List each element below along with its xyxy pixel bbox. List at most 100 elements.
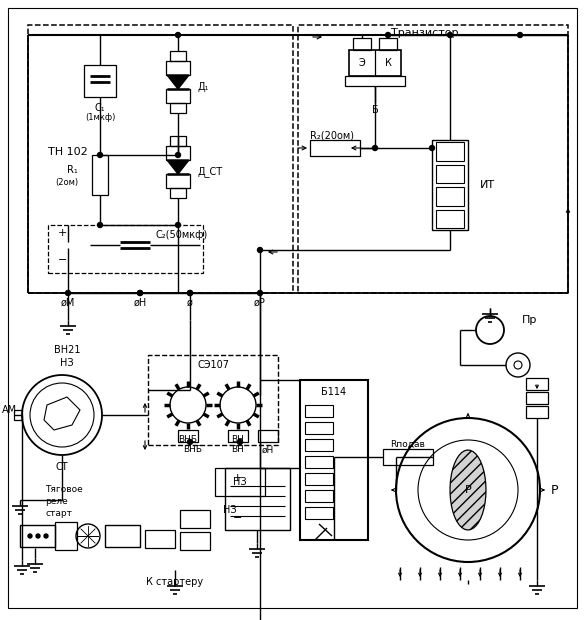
Circle shape — [238, 440, 243, 445]
Circle shape — [220, 387, 256, 423]
Bar — [432, 140, 468, 230]
Bar — [310, 140, 360, 156]
Bar — [180, 532, 210, 550]
Text: НЗ: НЗ — [233, 477, 247, 487]
Bar — [170, 103, 186, 113]
Text: Э: Э — [359, 58, 366, 68]
Text: ВНБ: ВНБ — [178, 435, 198, 445]
Bar — [48, 225, 203, 273]
Circle shape — [66, 291, 71, 296]
Bar — [55, 522, 77, 550]
Bar — [298, 25, 568, 293]
Circle shape — [188, 291, 192, 296]
Text: Транзистор: Транзистор — [391, 28, 459, 38]
Bar — [305, 490, 333, 502]
Circle shape — [188, 440, 192, 445]
Bar — [436, 187, 464, 205]
Circle shape — [418, 440, 518, 540]
Text: старт: старт — [45, 510, 72, 518]
Circle shape — [170, 387, 206, 423]
Bar — [436, 164, 464, 183]
Circle shape — [76, 524, 100, 548]
Text: реле: реле — [45, 497, 68, 507]
Circle shape — [44, 534, 48, 538]
Text: ТН 102: ТН 102 — [48, 147, 88, 157]
Text: (1мкф): (1мкф) — [85, 113, 115, 123]
Bar — [258, 430, 278, 442]
Bar — [345, 76, 405, 86]
Bar — [225, 468, 290, 530]
Text: АМ: АМ — [2, 405, 17, 415]
Bar — [148, 355, 278, 445]
Text: øМ: øМ — [61, 298, 75, 308]
Text: øР: øР — [254, 298, 266, 308]
Bar — [14, 410, 22, 420]
Polygon shape — [450, 450, 486, 530]
Text: Б114: Б114 — [321, 387, 346, 397]
Bar — [180, 510, 210, 528]
Circle shape — [373, 146, 377, 151]
Bar — [20, 525, 55, 547]
Text: СЭ107: СЭ107 — [197, 360, 229, 370]
Text: ИТ: ИТ — [480, 180, 495, 190]
Text: −: − — [58, 255, 67, 265]
Bar — [84, 65, 116, 97]
Bar — [353, 38, 371, 50]
Bar — [436, 210, 464, 228]
Circle shape — [448, 32, 453, 37]
Text: Д_СТ: Д_СТ — [198, 167, 223, 177]
Text: ВН: ВН — [232, 435, 245, 445]
Text: øН: øН — [262, 446, 274, 454]
Text: R₁: R₁ — [67, 165, 78, 175]
Text: Р: Р — [464, 485, 472, 495]
Circle shape — [98, 223, 102, 228]
Circle shape — [98, 153, 102, 157]
Circle shape — [396, 418, 540, 562]
Text: Д₁: Д₁ — [198, 82, 209, 92]
Bar — [145, 530, 175, 548]
Text: ВН21: ВН21 — [54, 345, 80, 355]
Circle shape — [28, 534, 32, 538]
Circle shape — [386, 32, 391, 37]
Text: C₂(50мкф): C₂(50мкф) — [155, 230, 207, 240]
Circle shape — [137, 291, 143, 296]
Bar — [305, 422, 333, 434]
Circle shape — [137, 291, 143, 296]
Bar — [300, 380, 368, 540]
Bar — [436, 142, 464, 161]
Text: Б: Б — [371, 105, 378, 115]
Bar — [305, 405, 333, 417]
Bar — [178, 430, 198, 442]
Bar — [166, 174, 190, 188]
Bar — [166, 146, 190, 160]
Text: Rподав: Rподав — [391, 440, 425, 448]
Circle shape — [429, 146, 435, 151]
Text: ВНБ: ВНБ — [183, 446, 202, 454]
Polygon shape — [167, 160, 189, 174]
Bar — [170, 136, 186, 146]
Text: НЗ: НЗ — [60, 358, 74, 368]
Text: øН: øН — [133, 298, 147, 308]
Bar — [383, 449, 433, 465]
Text: (2ом): (2ом) — [55, 177, 78, 187]
Circle shape — [514, 361, 522, 369]
Text: НЗ: НЗ — [223, 505, 237, 515]
Bar — [170, 188, 186, 198]
Circle shape — [257, 291, 263, 296]
Bar — [105, 525, 140, 547]
Text: Тяговое: Тяговое — [45, 485, 82, 495]
Circle shape — [176, 223, 181, 228]
Bar — [526, 392, 548, 404]
Bar — [526, 406, 548, 418]
Text: К: К — [384, 58, 391, 68]
Circle shape — [176, 153, 181, 157]
Text: ВН: ВН — [232, 446, 245, 454]
Bar — [379, 38, 397, 50]
Text: R₂(20ом): R₂(20ом) — [310, 130, 354, 140]
Text: +: + — [233, 473, 242, 483]
Text: ø: ø — [187, 298, 193, 308]
Bar — [92, 155, 108, 195]
Polygon shape — [167, 75, 189, 89]
Bar — [28, 25, 293, 293]
Bar — [305, 473, 333, 485]
